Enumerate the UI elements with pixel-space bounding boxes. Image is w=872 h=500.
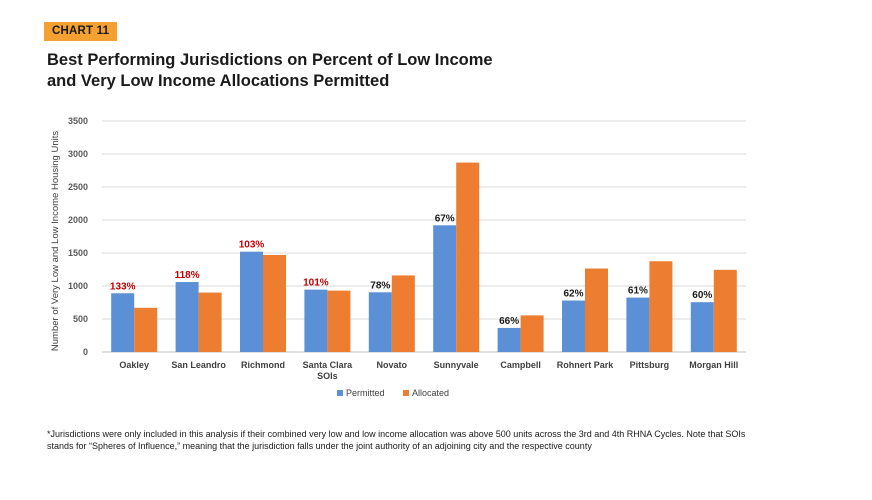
x-axis-tick-labels: Oakley San Leandro Richmond Santa Clara SOIs… (119, 360, 738, 381)
x-tick-label: Oakley (119, 360, 149, 370)
data-label: 61% (628, 286, 648, 297)
data-label: 62% (563, 289, 583, 300)
data-label: 67% (435, 213, 455, 224)
bar-permitted (240, 251, 263, 352)
y-tick-label: 3500 (68, 116, 88, 126)
x-tick-label: Pittsburg (630, 360, 670, 370)
bar-allocated (263, 254, 286, 352)
data-label: 101% (303, 278, 329, 289)
y-tick-label: 2500 (68, 182, 88, 192)
bars (111, 162, 737, 352)
bar-allocated (327, 290, 351, 352)
bar-allocated (391, 275, 415, 352)
y-tick-label: 0 (83, 347, 88, 357)
bar-allocated (649, 261, 673, 352)
data-label: 133% (110, 281, 136, 292)
bar-allocated (585, 268, 608, 352)
data-label: 103% (239, 240, 265, 251)
chart-title-line-1: Best Performing Jurisdictions on Percent… (47, 51, 493, 69)
y-axis-label: Number of Very Low and Low Income Housin… (50, 131, 61, 351)
bar-permitted (175, 282, 199, 352)
legend-swatch (337, 390, 343, 396)
x-tick-label: Sunnyvale (434, 360, 479, 370)
y-tick-label: 1000 (68, 281, 88, 291)
legend-label: Permitted (346, 388, 385, 398)
chart-title-line-2: and Very Low Income Allocations Permitte… (47, 72, 390, 90)
x-tick-label: San Leandro (171, 360, 226, 370)
bar-chart: 0 500 1000 1500 2000 2500 3000 3500 Number of V… (50, 116, 746, 398)
data-labels: 133% 118% 103% 101% 78% 67% 66% 62% 61% 60% (110, 213, 713, 327)
bar-permitted (304, 289, 328, 352)
data-label: 78% (370, 280, 390, 291)
chart-title: Best Performing Jurisdictions on Percent… (47, 50, 607, 92)
x-tick-label: Rohnert Park (557, 360, 615, 370)
x-tick-label: Richmond (241, 360, 285, 370)
bar-permitted (497, 327, 521, 352)
y-tick-label: 2000 (68, 215, 88, 225)
y-axis-tick-labels: 0 500 1000 1500 2000 2500 3000 3500 (68, 116, 88, 357)
bar-permitted (562, 300, 585, 352)
x-tick-label: Novato (377, 360, 408, 370)
bar-allocated (456, 162, 480, 352)
bar-permitted (433, 225, 457, 352)
y-tick-label: 500 (73, 314, 88, 324)
bar-allocated (134, 307, 158, 352)
y-tick-label: 3000 (68, 149, 88, 159)
data-label: 118% (175, 270, 200, 281)
data-label: 60% (692, 290, 712, 301)
legend-swatch (403, 390, 409, 396)
data-label: 66% (499, 316, 519, 327)
bar-permitted (690, 302, 714, 352)
x-tick-label: Santa Clara SOIs (303, 360, 354, 381)
bar-allocated (713, 269, 737, 352)
x-tick-label: Morgan Hill (689, 360, 738, 370)
bar-allocated (198, 292, 222, 352)
bar-permitted (626, 297, 650, 352)
bar-permitted (368, 292, 392, 352)
bar-allocated (520, 315, 544, 352)
legend-label: Allocated (412, 388, 449, 398)
bar-permitted (111, 293, 135, 352)
legend: Permitted Allocated (337, 388, 449, 398)
footnote: *Jurisdictions were only included in thi… (47, 429, 746, 451)
y-tick-label: 1500 (68, 248, 88, 258)
chart-number-badge: CHART 11 (44, 22, 118, 41)
x-tick-label: Campbell (500, 360, 541, 370)
